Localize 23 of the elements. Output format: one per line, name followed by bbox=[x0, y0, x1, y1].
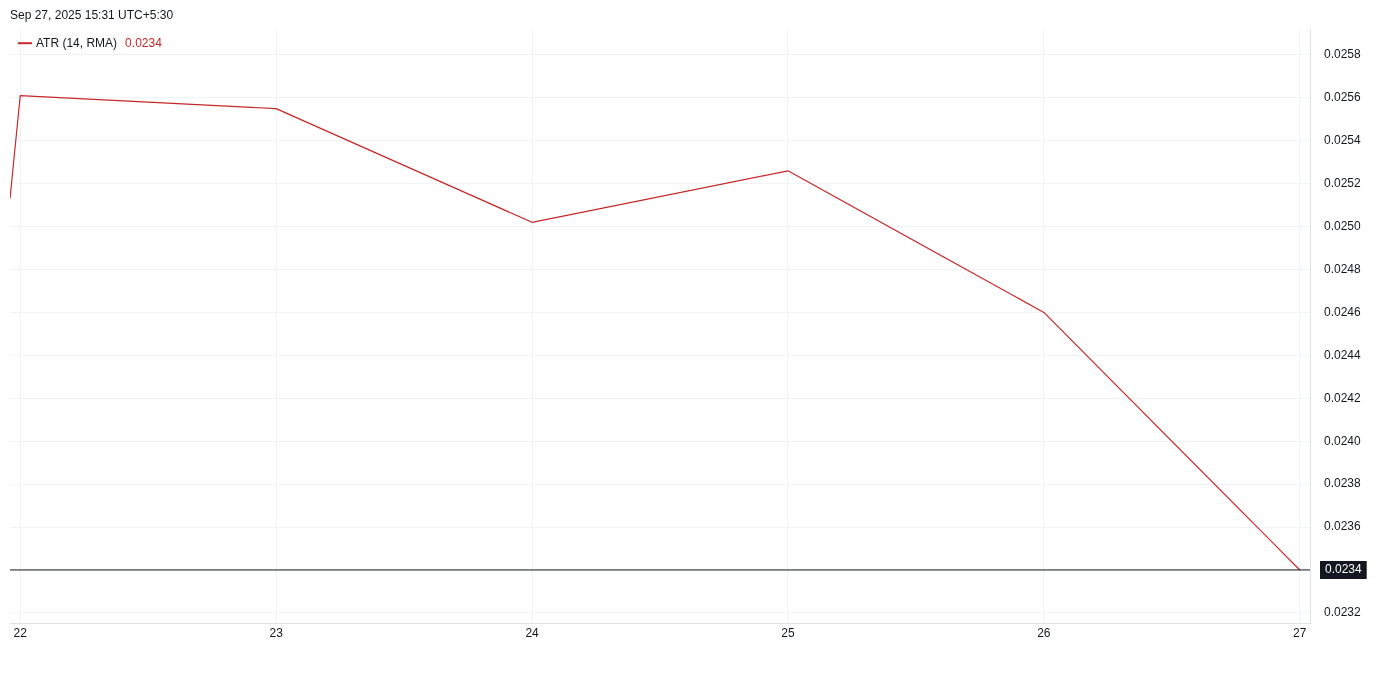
y-tick-label: 0.0252 bbox=[1324, 176, 1362, 191]
y-tick-label: 0.0232 bbox=[1324, 605, 1362, 620]
y-tick-label: 0.0246 bbox=[1324, 304, 1362, 319]
y-tick-label: 0.0244 bbox=[1324, 347, 1362, 362]
x-tick-label: 27 bbox=[1293, 626, 1307, 641]
y-tick-label: 0.0248 bbox=[1324, 261, 1362, 276]
y-tick-label: 0.0236 bbox=[1324, 519, 1362, 534]
text: Sep 27, 2025 15:31 UTC+5:30 bbox=[10, 8, 174, 23]
y-tick-label: 0.0258 bbox=[1324, 47, 1362, 62]
annotation: 0.0234 bbox=[125, 35, 163, 50]
y-tick-label: 0.0238 bbox=[1324, 476, 1362, 491]
legend-label: ATR (14, RMA) bbox=[36, 35, 118, 50]
ref-line-label: 0.0234 bbox=[1325, 562, 1363, 577]
y-tick-label: 0.0254 bbox=[1324, 133, 1362, 148]
x-tick-label: 25 bbox=[781, 626, 795, 641]
y-tick-label: 0.0240 bbox=[1324, 433, 1362, 448]
x-tick-label: 24 bbox=[525, 626, 540, 641]
y-tick-label: 0.0242 bbox=[1324, 390, 1362, 405]
x-tick-label: 22 bbox=[13, 626, 28, 641]
x-tick-label: 23 bbox=[269, 626, 284, 641]
y-tick-label: 0.0250 bbox=[1324, 218, 1362, 233]
x-tick-label: 26 bbox=[1037, 626, 1051, 641]
y-tick-label: 0.0256 bbox=[1324, 90, 1362, 105]
